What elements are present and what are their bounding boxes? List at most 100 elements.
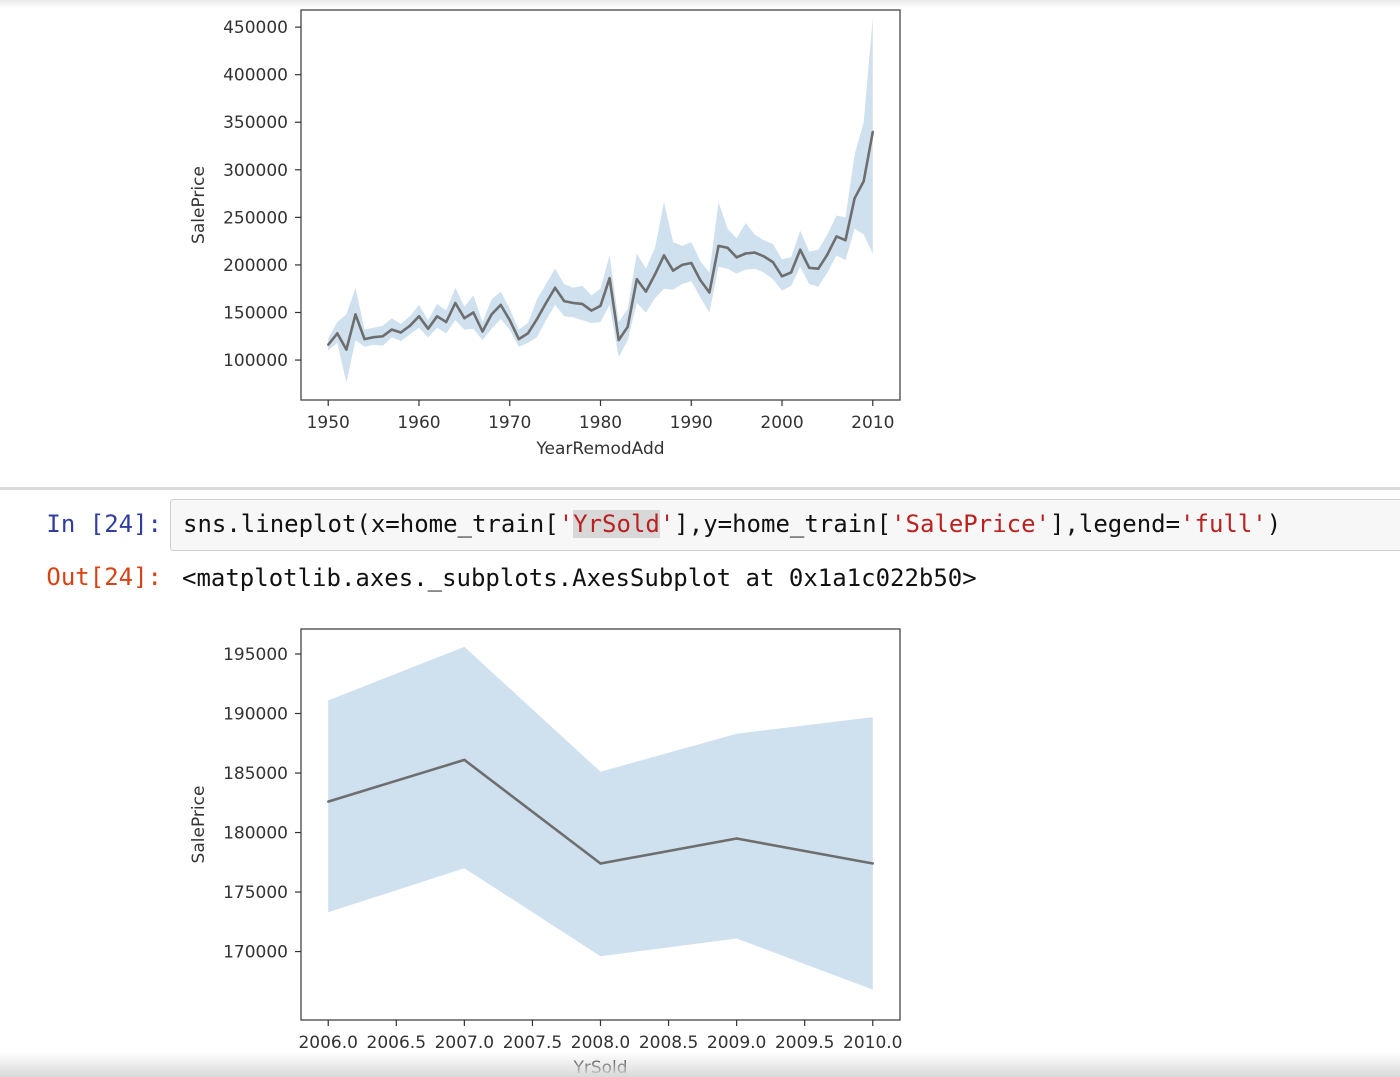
code-call-start: sns.lineplot(x=home_train[ — [183, 510, 559, 538]
chart1-data-point — [871, 862, 874, 865]
chart0-data-point — [517, 337, 520, 341]
chart1-y-tick-label: 170000 — [223, 943, 288, 963]
chart1-data-point — [599, 862, 602, 865]
chart0-data-point — [635, 278, 638, 281]
chart0-data-point — [435, 315, 439, 318]
chart1-x-tick-label: 2007.5 — [503, 1033, 562, 1053]
chart0-data-point — [717, 244, 720, 248]
chart0-data-point — [808, 266, 811, 269]
chart0-x-tick-label: 1990 — [670, 413, 713, 433]
chart0-data-point — [408, 324, 412, 327]
chart0-data-point — [327, 343, 330, 346]
chart0-data-point — [454, 301, 457, 305]
chart0-data-point — [345, 348, 348, 351]
code-line[interactable]: sns.lineplot(x=home_train['YrSold'],y=ho… — [183, 510, 1281, 538]
chart0-x-tick-label: 1980 — [579, 413, 622, 433]
chart0-data-point — [690, 261, 693, 265]
output-prompt: Out[24]: — [46, 563, 162, 591]
chart0-data-point — [499, 303, 502, 307]
chart0-data-point — [508, 318, 511, 322]
chart-yearremodadd-saleprice: 1950 1960 1970 1980 1990 2000 2010 100000 150000… — [189, 9, 901, 459]
code-string-full: 'full' — [1180, 510, 1267, 538]
code-string-yrsold-highlighted: YrSold — [573, 510, 660, 538]
chart0-data-point — [671, 269, 675, 272]
top-scroll-shadow — [0, 0, 1400, 8]
chart0-data-point — [363, 337, 366, 341]
chart0-data-point — [699, 278, 702, 282]
chart1-x-tick-label: 2010.0 — [843, 1033, 902, 1053]
chart1-data-point — [463, 758, 466, 762]
code-string-quote-close: ' — [659, 510, 675, 538]
chart1-x-tick-label: 2009.0 — [707, 1033, 766, 1053]
chart0-data-point — [789, 271, 793, 274]
chart0-data-point — [744, 252, 747, 255]
chart0-data-point — [481, 330, 484, 333]
chart0-x-tick-label: 1970 — [488, 413, 531, 433]
code-input-cell[interactable]: sns.lineplot(x=home_train['YrSold'],y=ho… — [170, 499, 1400, 551]
chart0-y-tick-label: 450000 — [223, 18, 288, 38]
chart1-x-tick-label: 2006.0 — [298, 1033, 357, 1053]
chart0-y-axis-label: SalePrice — [189, 166, 209, 244]
chart0-data-point — [681, 263, 684, 267]
chart0-data-point — [844, 239, 847, 242]
chart1-data-point — [327, 800, 330, 803]
input-prompt: In [24]: — [46, 510, 162, 538]
chart0-data-point — [472, 311, 475, 314]
chart1-x-tick-label: 2006.5 — [367, 1033, 426, 1053]
code-string-saleprice: 'SalePrice' — [891, 510, 1050, 538]
chart0-data-point — [381, 335, 384, 338]
chart0-data-point — [799, 248, 802, 251]
chart0-data-point — [644, 290, 648, 293]
chart0-data-point — [390, 328, 393, 331]
code-string-quote-open: ' — [558, 510, 574, 538]
chart0-data-point — [563, 299, 566, 303]
chart1-y-tick-label: 180000 — [223, 824, 288, 844]
chart1-y-tick-label: 195000 — [223, 645, 288, 665]
chart0-x-tick-label: 1950 — [307, 413, 350, 433]
chart1-y-tick-label: 175000 — [223, 883, 288, 903]
chart0-confidence-band — [328, 17, 873, 383]
chart0-y-tick-label: 350000 — [223, 113, 288, 133]
chart0-data-point — [445, 320, 448, 324]
chart0-x-tick-label: 2000 — [760, 413, 803, 433]
chart0-data-point — [354, 313, 357, 316]
chart0-data-point — [553, 286, 557, 289]
chart0-y-tick-label: 100000 — [223, 351, 288, 371]
output-repr-text: <matplotlib.axes._subplots.AxesSubplot a… — [182, 564, 977, 592]
chart0-x-tick-label: 1960 — [397, 413, 440, 433]
chart0-data-point — [862, 180, 865, 183]
chart0-x-axis-label: YearRemodAdd — [535, 439, 664, 459]
chart0-data-point — [463, 317, 466, 320]
chart0-data-point — [762, 255, 766, 258]
cell-divider — [0, 487, 1400, 490]
chart0-data-point — [490, 313, 493, 316]
chart0-data-point — [771, 260, 775, 264]
chart0-data-point — [372, 336, 375, 339]
chart0-y-tick-label: 250000 — [223, 208, 288, 228]
chart0-data-point — [626, 325, 629, 328]
chart0-data-point — [871, 130, 874, 133]
chart0-data-point — [753, 251, 756, 254]
chart1-y-axis-label: SalePrice — [189, 786, 209, 864]
chart0-data-point — [526, 332, 530, 335]
chart0-data-point — [726, 246, 729, 249]
chart0-data-point — [780, 275, 784, 278]
chart0-data-point — [336, 332, 339, 335]
chart0-data-point — [608, 277, 611, 280]
chart1-confidence-band — [328, 646, 873, 990]
chart1-y-tick-label: 185000 — [223, 764, 288, 784]
chart0-data-point — [826, 253, 829, 256]
chart0-data-point — [572, 301, 575, 305]
chart1-x-tick-label: 2008.5 — [639, 1033, 698, 1053]
chart0-y-tick-label: 150000 — [223, 303, 288, 323]
code-call-end: ) — [1266, 510, 1282, 538]
chart0-data-point — [662, 254, 666, 257]
chart0-data-point — [835, 235, 838, 238]
chart0-data-point — [417, 315, 421, 318]
chart0-data-point — [653, 273, 657, 276]
chart0-data-point — [617, 338, 620, 342]
bottom-scroll-shadow — [0, 1052, 1400, 1077]
chart0-y-tick-label: 200000 — [223, 256, 288, 276]
code-legend-arg: ],legend= — [1050, 510, 1181, 538]
chart1-data-point — [735, 837, 738, 840]
